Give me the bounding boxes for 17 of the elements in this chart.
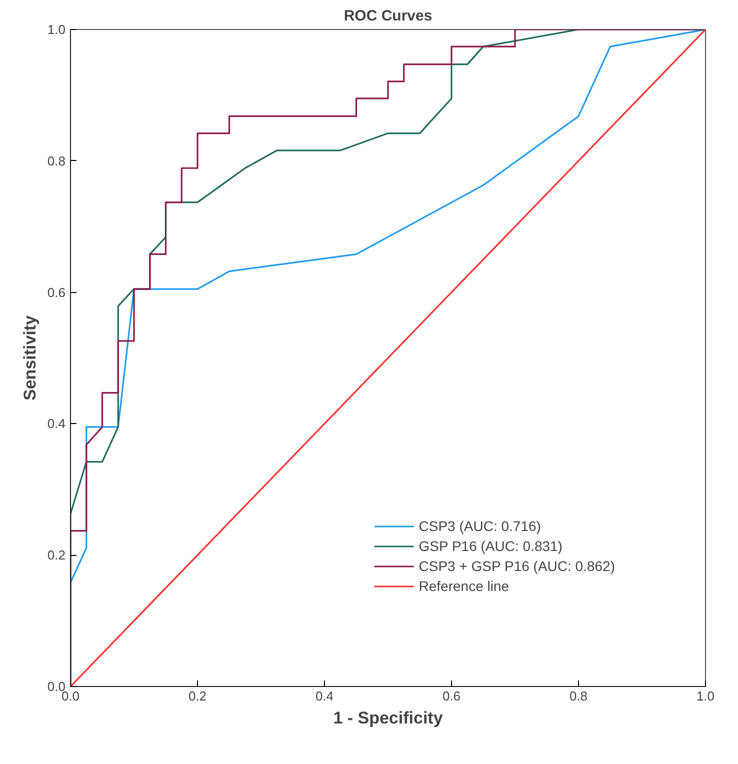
y-tick-label: 0.8 [47, 153, 66, 168]
y-tick-label: 0.6 [47, 284, 66, 300]
y-axis-title: Sensitivity [20, 314, 40, 401]
x-tick-label: 0.4 [315, 688, 334, 704]
y-tick-label: 0.4 [47, 416, 66, 432]
legend-label: CSP3 + GSP P16 (AUC: 0.862) [418, 558, 615, 574]
legend-label: Reference line [418, 578, 510, 594]
x-axis-title: 1 - Specificity [333, 708, 444, 728]
x-tick-label: 0.8 [569, 688, 588, 704]
chart-title: ROC Curves [344, 8, 432, 24]
y-tick-label: 0.2 [47, 548, 66, 563]
x-tick-label: 0.6 [442, 688, 461, 704]
x-tick-label: 0.2 [188, 688, 207, 704]
legend-label: CSP3 (AUC: 0.716) [418, 518, 541, 534]
legend-label: GSP P16 (AUC: 0.831) [418, 538, 562, 554]
y-tick-label: 1.0 [47, 22, 66, 37]
x-tick-label: 1.0 [696, 688, 715, 704]
